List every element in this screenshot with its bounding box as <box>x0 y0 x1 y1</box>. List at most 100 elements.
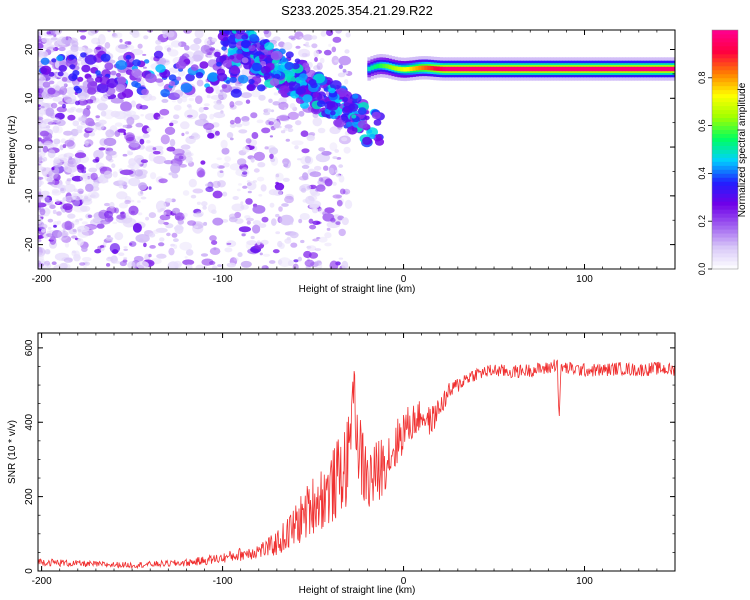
heatmap-scatter-blob <box>245 99 251 104</box>
heatmap-scatter-blob <box>79 95 86 102</box>
heatmap-scatter-blob <box>184 109 199 120</box>
heatmap-scatter-blob <box>229 163 243 171</box>
heatmap-scatter-blob <box>38 238 42 243</box>
heatmap-scatter-blob <box>119 38 123 43</box>
heatmap-scatter-blob <box>155 78 164 83</box>
heatmap-scatter-blob <box>148 212 157 219</box>
heatmap-scatter-blob <box>253 168 260 173</box>
heatmap-band-blob <box>223 23 229 28</box>
heatmap-scatter-blob <box>154 45 163 52</box>
heatmap-tone-segment <box>592 66 596 72</box>
heatmap-scatter-blob <box>318 177 324 182</box>
heatmap-scatter-blob <box>137 137 142 140</box>
heatmap-scatter-blob <box>336 157 342 160</box>
colorbar-cell <box>712 125 738 130</box>
heatmap-scatter-blob <box>70 220 80 226</box>
heatmap-scatter-blob <box>39 50 49 59</box>
colorbar-cell <box>712 221 738 226</box>
heatmap-scatter-blob <box>157 219 165 225</box>
heatmap-cluster-blob <box>190 64 199 71</box>
heatmap-scatter-blob <box>90 192 100 199</box>
heatmap-scatter-blob <box>323 49 332 56</box>
heatmap-scatter-blob <box>187 114 193 118</box>
heatmap-band-blob <box>223 36 229 41</box>
heatmap-scatter-blob <box>173 244 178 250</box>
colorbar-cell <box>712 185 738 190</box>
heatmap-scatter-blob <box>329 142 338 152</box>
heatmap-cluster-blob <box>145 73 157 84</box>
heatmap-tone-segment <box>604 66 608 72</box>
heatmap-tone-segment <box>673 66 675 72</box>
heatmap-tone-segment <box>394 66 398 71</box>
heatmap-cluster-blob <box>58 64 67 72</box>
heatmap-scatter-blob <box>167 31 175 38</box>
heatmap-cluster-blob <box>221 84 228 89</box>
heatmap-scatter-blob <box>299 36 303 39</box>
heatmap-band-blob <box>326 101 339 111</box>
heatmap-cluster-blob <box>155 64 166 73</box>
heatmap-scatter-blob <box>106 263 111 267</box>
heatmap-scatter-blob <box>58 101 68 105</box>
heatmap-scatter-blob <box>146 139 151 144</box>
colorbar-cell <box>712 117 738 123</box>
heatmap-scatter-blob <box>139 105 149 110</box>
heatmap-scatter-blob <box>222 191 228 197</box>
heatmap-scatter-blob <box>242 185 248 189</box>
heatmap-cluster-blob <box>115 84 126 93</box>
heatmap-band-blob <box>249 34 259 42</box>
heatmap-scatter-blob <box>272 249 280 254</box>
heatmap-scatter-blob <box>135 234 150 243</box>
heatmap-scatter-blob <box>67 114 76 121</box>
heatmap-scatter-blob <box>118 252 125 256</box>
heatmap-scatter-blob <box>190 194 197 199</box>
heatmap-scatter-blob <box>328 43 332 47</box>
heatmap-scatter-blob <box>342 188 351 195</box>
heatmap-scatter-blob <box>47 121 55 126</box>
heatmap-scatter-blob <box>65 86 76 95</box>
colorbar-cell <box>712 209 738 214</box>
heatmap-scatter-blob <box>321 150 332 156</box>
heatmap-scatter-blob <box>71 175 84 182</box>
heatmap-scatter-blob <box>117 128 126 133</box>
heatmap-scatter-blob <box>77 99 89 106</box>
heatmap-scatter-blob <box>65 49 79 57</box>
colorbar-tick-label: 0.8 <box>697 72 707 85</box>
heatmap-band-blob <box>369 133 376 139</box>
heatmap-band-blob <box>298 73 308 81</box>
heatmap-band-blob <box>364 115 370 121</box>
snr-x-tick-label: 100 <box>576 576 593 587</box>
heatmap-scatter-blob <box>185 249 194 256</box>
heatmap-scatter-blob <box>312 117 323 127</box>
heatmap-scatter-blob <box>49 236 55 241</box>
heatmap-scatter-blob <box>301 52 308 57</box>
heatmap-cluster-blob <box>216 62 222 67</box>
heatmap-scatter-blob <box>103 109 115 120</box>
heatmap-scatter-blob <box>54 201 63 206</box>
heatmap-band-blob <box>371 111 381 120</box>
heatmap-cluster-blob <box>153 50 164 59</box>
heatmap-scatter-blob <box>66 178 72 182</box>
colorbar-label: Normalized spectral amplitude <box>737 82 748 217</box>
heatmap-scatter-blob <box>214 130 220 136</box>
heatmap-tone-segment <box>622 66 626 72</box>
heatmap-scatter-blob <box>314 57 318 62</box>
heatmap-scatter-blob <box>148 186 152 190</box>
heatmap-scatter-blob <box>261 127 271 134</box>
colorbar-cell <box>712 33 738 39</box>
heatmap-scatter-blob <box>51 167 55 171</box>
heatmap-tone-segment <box>661 66 665 72</box>
heatmap-scatter-blob <box>60 263 71 269</box>
heatmap-tone-segment <box>499 66 503 72</box>
heatmap-scatter-blob <box>261 216 269 223</box>
heatmap-scatter-blob <box>38 51 45 59</box>
heatmap-cluster-blob <box>143 59 150 64</box>
heatmap-band-blob <box>362 136 373 145</box>
heatmap-scatter-blob <box>159 108 170 116</box>
heatmap-scatter-blob <box>200 44 211 54</box>
heatmap-scatter-blob <box>262 253 271 257</box>
heatmap-scatter-blob <box>63 83 68 88</box>
heatmap-scatter-blob <box>48 240 58 249</box>
chart-title: S233.2025.354.21.29.R22 <box>281 3 433 18</box>
heatmap-scatter-blob <box>38 35 42 43</box>
heatmap-scatter-blob <box>96 223 105 229</box>
